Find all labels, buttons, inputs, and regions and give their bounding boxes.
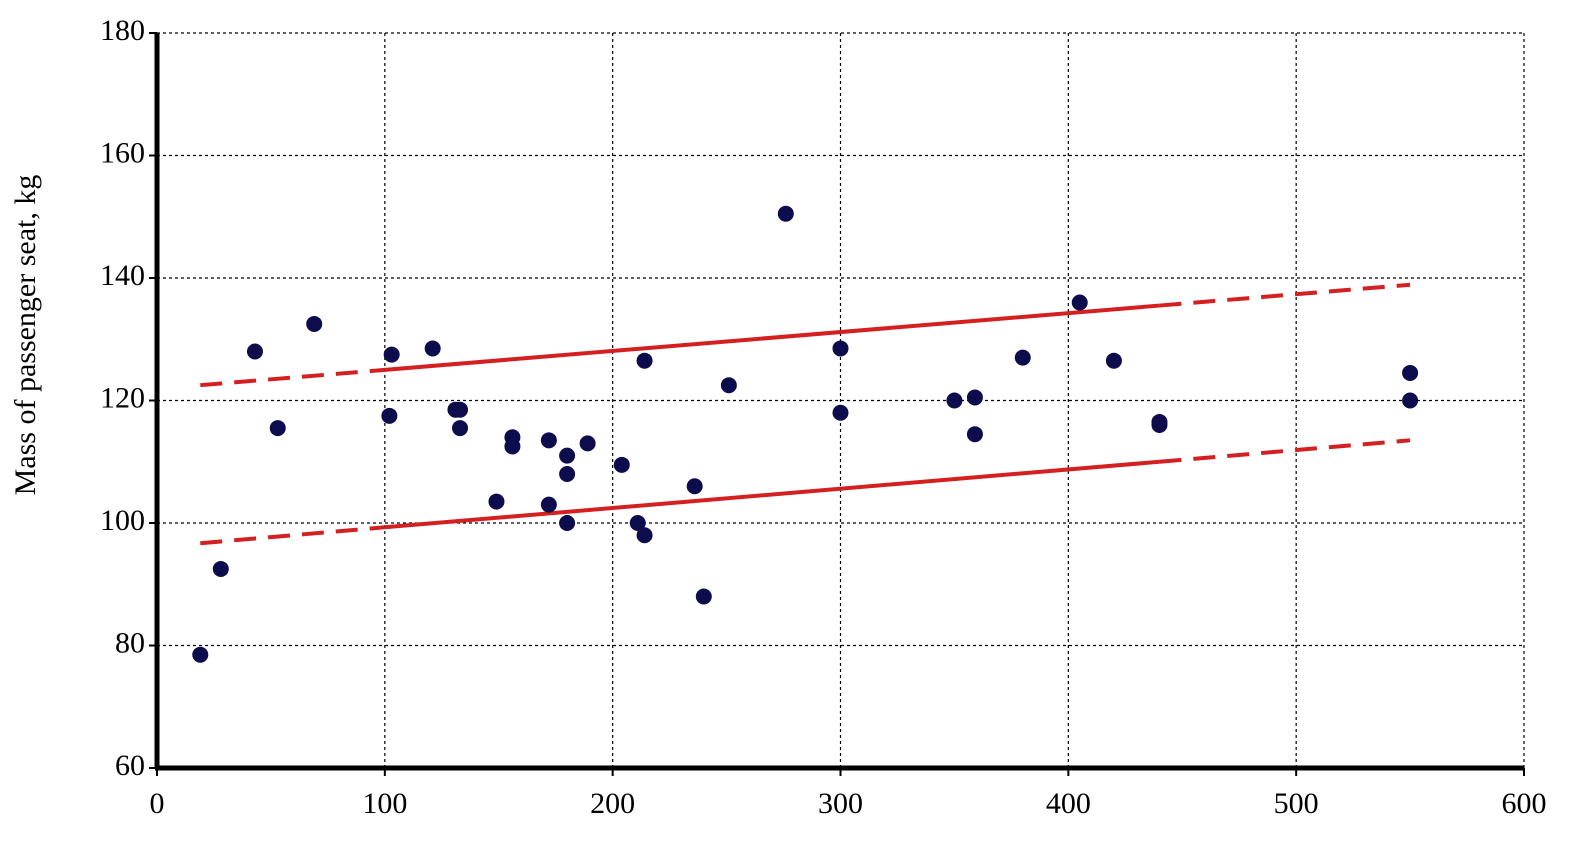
data-point [1014,349,1031,366]
trend-line [200,367,385,388]
data-point [306,315,323,332]
data-point [613,456,630,473]
data-point [636,352,653,369]
x-tick-label: 500 [1274,787,1319,820]
y-tick-label: 180 [100,14,145,47]
data-point [1402,364,1419,381]
data-point [579,435,596,452]
trend-line [200,525,386,546]
data-point [832,404,849,421]
data-point [424,340,441,357]
data-point [383,346,400,363]
data-point [488,493,505,510]
data-point [1071,294,1088,311]
data-point [559,447,576,464]
x-tick-label: 300 [818,787,863,820]
data-point [452,401,469,418]
trend-line [384,459,1160,530]
data-point [966,426,983,443]
data-point [629,515,646,531]
data-point [540,432,557,449]
y-tick-label: 100 [100,504,145,537]
x-tick-label: 400 [1046,787,1091,820]
y-tick-label: 80 [115,626,145,659]
data-point [1151,417,1168,433]
data-point [686,478,703,495]
data-point [777,205,794,222]
y-tick-label: 60 [115,749,145,782]
data-point [1105,352,1122,369]
data-point [269,420,286,437]
x-tick-label: 600 [1502,787,1547,820]
y-tick-label: 140 [100,259,145,292]
x-tick-label: 0 [150,787,165,820]
trend-line [1159,282,1411,308]
y-tick-label: 120 [100,381,145,414]
data-point [832,340,849,357]
data-point [452,420,469,437]
data-point [966,389,983,406]
y-axis-title: Mass of passenger seat, kg [9,175,42,496]
data-point [246,343,263,360]
y-tick-label: 160 [100,136,145,169]
data-point [504,438,521,455]
data-point [381,407,398,424]
data-point [212,560,229,577]
trend-line [1159,438,1411,464]
data-point [540,496,557,513]
data-point [695,588,712,605]
x-tick-label: 100 [362,787,407,820]
data-point [192,646,209,663]
data-point [559,515,576,531]
data-point [720,377,737,394]
trend-line [384,303,1160,372]
data-point [946,392,963,409]
x-tick-label: 200 [590,787,635,820]
data-point [1402,392,1419,409]
data-point [559,466,576,482]
data-point [636,527,653,544]
